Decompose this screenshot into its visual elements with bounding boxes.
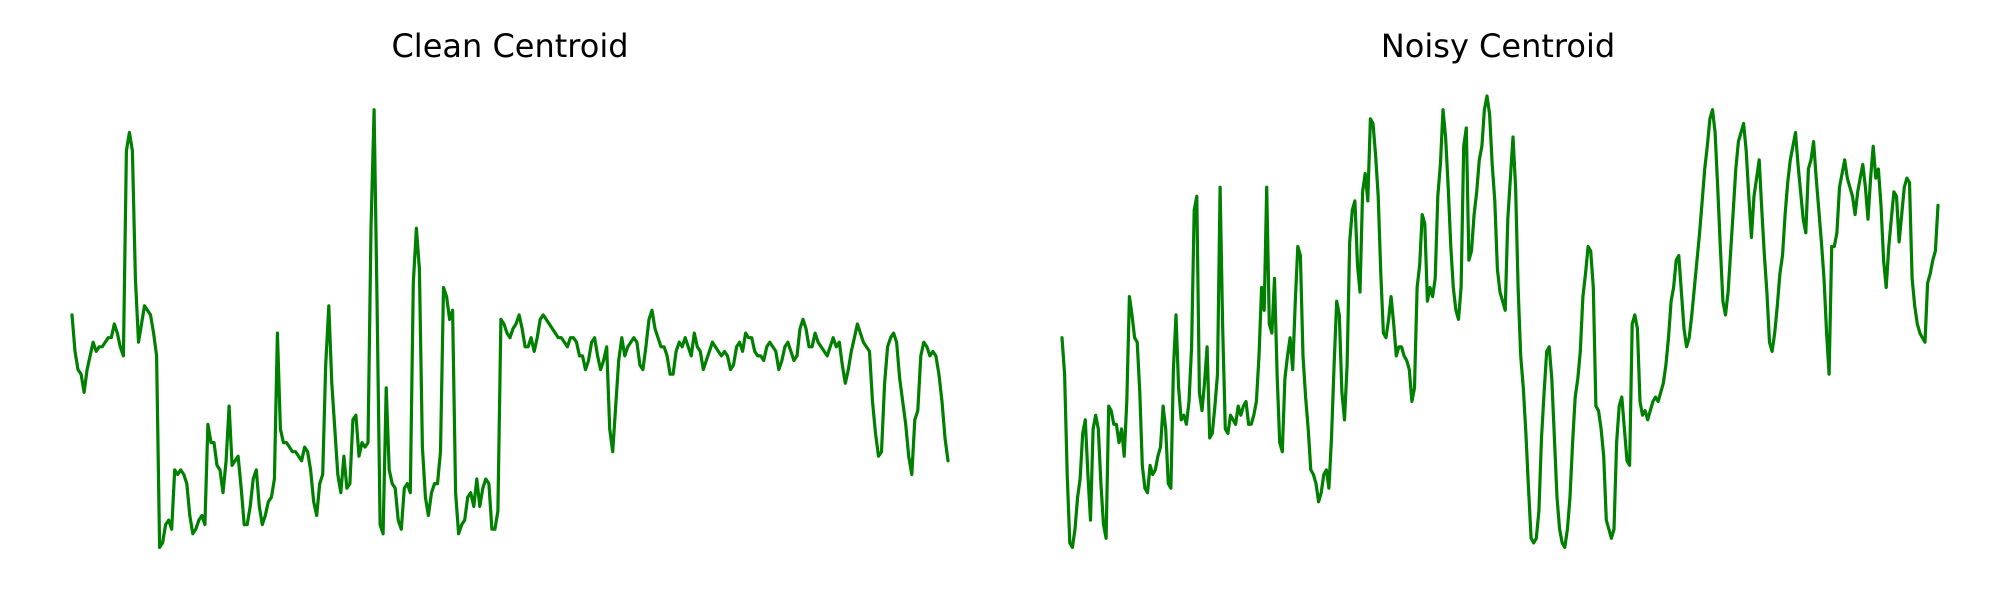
clean-centroid-panel: Clean Centroid (70, 27, 950, 550)
noisy-centroid-title: Noisy Centroid (1381, 27, 1615, 65)
clean-centroid-title: Clean Centroid (391, 27, 628, 65)
clean-centroid-series-line-0 (70, 108, 950, 550)
clean-centroid-plot-area (70, 108, 950, 550)
noisy-centroid-panel: Noisy Centroid (1060, 27, 1940, 550)
noisy-centroid-series-line-0 (1060, 94, 1940, 550)
noisy-centroid-plot-area (1060, 94, 1940, 550)
